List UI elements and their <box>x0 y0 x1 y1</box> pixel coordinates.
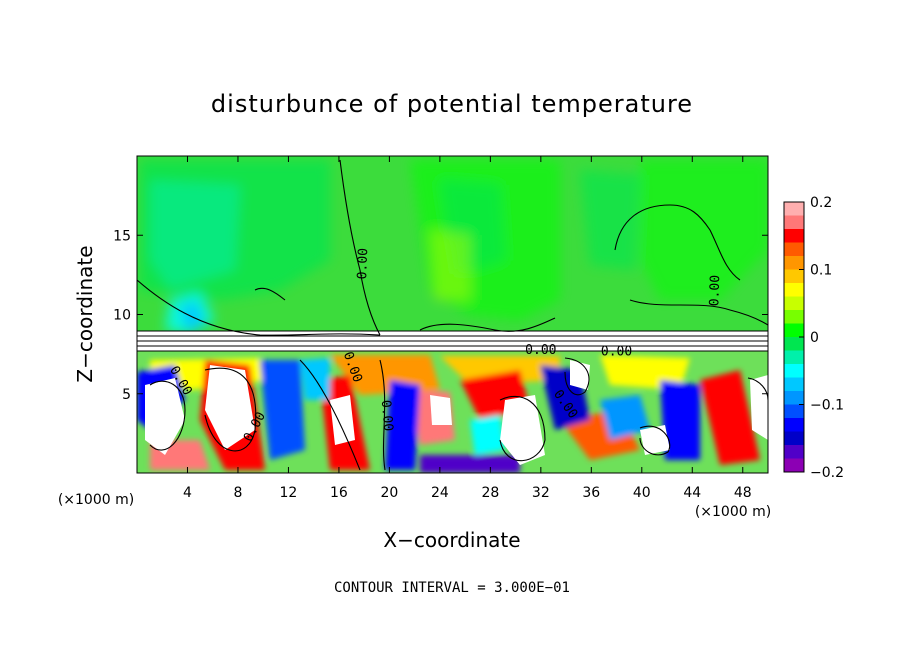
x-tick-label: 48 <box>734 485 752 501</box>
colorbar-tick-label: 0.2 <box>810 195 832 211</box>
colorbar-swatch <box>784 296 804 311</box>
colorbar-tick-label: −0.1 <box>810 398 844 414</box>
plot-area: 0.000.000.000.000.00 0.00 0.000.00 0.00 <box>137 156 768 473</box>
colorbar-swatch <box>784 202 804 216</box>
colorbar-swatch <box>784 256 804 270</box>
colorbar-swatch <box>784 337 804 351</box>
colorbar-swatch <box>784 242 804 257</box>
colorbar: 0.2 0.1 0 −0.1 −0.2 <box>783 195 844 481</box>
x-tick-label: 12 <box>280 485 298 501</box>
colorbar-swatch <box>784 458 804 473</box>
contour-interval-note: CONTOUR INTERVAL = 3.000E−01 <box>334 580 570 596</box>
contour-label: 0.00 <box>355 248 371 280</box>
contour-label: 0.00 <box>601 345 632 360</box>
x-tick-label: 40 <box>633 485 651 501</box>
upper-field <box>140 160 768 334</box>
lower-field <box>137 351 768 473</box>
colorbar-swatch <box>784 391 804 405</box>
contour-lines <box>137 159 768 471</box>
colorbar-swatch <box>784 364 804 378</box>
colorbar-tick-label: −0.2 <box>810 465 844 481</box>
contour-label: 0.00 <box>378 399 396 432</box>
colorbar-swatch <box>784 404 804 419</box>
x-tick-label: 32 <box>532 485 550 501</box>
colorbar-swatch <box>784 215 804 230</box>
colorbar-swatch <box>784 377 804 392</box>
x-unit-label: (×1000 m) <box>695 504 771 520</box>
colorbar-swatch <box>784 445 804 459</box>
x-tick-label: 20 <box>380 485 398 501</box>
contour-label: 0.00 <box>525 343 556 358</box>
y-tick-label: 5 <box>122 387 131 403</box>
colorbar-swatch <box>784 431 804 446</box>
z-unit-label: (×1000 m) <box>58 492 134 508</box>
y-axis-ticks: 5 10 15 <box>113 228 768 403</box>
x-tick-label: 36 <box>582 485 600 501</box>
x-tick-label: 24 <box>431 485 449 501</box>
x-tick-label: 8 <box>233 485 242 501</box>
colorbar-swatch <box>784 283 804 297</box>
y-tick-label: 15 <box>113 228 131 244</box>
x-tick-label: 44 <box>683 485 701 501</box>
x-tick-label: 4 <box>183 485 192 501</box>
colorbar-swatch <box>784 418 804 432</box>
x-axis-ticks: 4 8 12 16 20 24 28 32 36 40 44 48 <box>183 156 752 501</box>
x-tick-label: 16 <box>330 485 348 501</box>
colorbar-swatch <box>784 269 804 284</box>
colorbar-swatch <box>784 310 804 324</box>
y-axis-title: Z−coordinate <box>73 245 97 382</box>
colorbar-swatch <box>784 350 804 365</box>
colorbar-swatch <box>784 229 804 243</box>
colorbar-swatch <box>784 323 804 338</box>
chart-title: disturbunce of potential temperature <box>211 90 693 118</box>
colorbar-tick-label: 0.1 <box>810 263 832 279</box>
colorbar-tick-label: 0 <box>810 330 819 346</box>
x-axis-title: X−coordinate <box>383 528 520 552</box>
x-tick-label: 28 <box>481 485 499 501</box>
contour-label: 0.00 <box>707 275 723 307</box>
y-tick-label: 10 <box>113 308 131 324</box>
